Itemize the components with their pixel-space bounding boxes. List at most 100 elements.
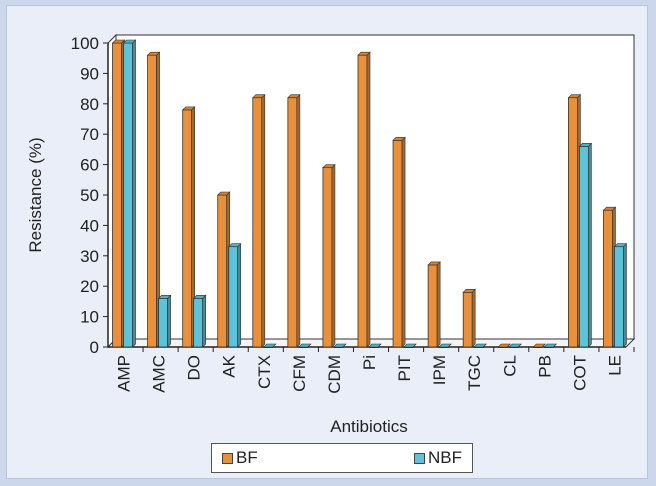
bar-bf-ipm — [427, 264, 438, 348]
bar-top-bf-le — [602, 206, 617, 211]
x-tick-label: Pi — [360, 355, 379, 370]
y-tick-label: 40 — [80, 216, 99, 235]
bar-top-nbf-pit — [403, 343, 417, 348]
bar-top-nbf-cdm — [333, 343, 347, 348]
legend-swatch-bf — [222, 452, 233, 464]
bar-top-bf-cot — [567, 94, 582, 99]
bar-top-nbf-amp — [122, 39, 137, 44]
bar-side-bf-cdm — [331, 163, 336, 348]
y-tick-label: 70 — [80, 125, 99, 144]
bar-side-nbf-do — [202, 294, 206, 348]
bar-top-nbf-pb — [543, 343, 558, 348]
bar-side-nbf-cot — [588, 142, 592, 348]
bar-bf-pit — [392, 139, 403, 348]
bar-bf-ctx — [252, 97, 263, 348]
legend-label-nbf: NBF — [428, 448, 462, 467]
legend-item-nbf: NBF — [414, 448, 462, 468]
legend: BF NBF — [211, 443, 473, 473]
y-tick-label: 50 — [80, 186, 99, 205]
bar-side-nbf-amc — [167, 294, 171, 348]
bar-side-nbf-ak — [237, 242, 242, 348]
bar-bf-cdm — [322, 167, 333, 348]
bar-top-nbf-ctx — [263, 343, 277, 348]
x-tick-label: AK — [220, 354, 239, 377]
bar-top-nbf-tgc — [473, 343, 487, 348]
y-tick-label: 30 — [80, 247, 99, 266]
y-tick-label: 100 — [71, 34, 99, 53]
bar-top-nbf-amc — [157, 295, 172, 299]
bar-bf-amp — [112, 42, 122, 348]
bar-top-nbf-cl — [508, 343, 522, 348]
y-tick-label: 10 — [80, 308, 99, 327]
bar-nbf-do — [193, 297, 204, 348]
chart-frame: 0 10 20 30 40 50 60 70 80 90 100 AMP AMC DO AK CTX CFM CD… — [6, 5, 648, 479]
bar-top-bf-tgc — [462, 288, 476, 293]
bar-top-bf-ctx — [252, 94, 266, 99]
bar-side-bf-tgc — [471, 288, 476, 348]
bar-top-nbf-cfm — [298, 343, 312, 348]
bar-bf-amc — [147, 54, 158, 348]
bar-side-bf-pi — [366, 51, 371, 348]
legend-label-bf: BF — [236, 448, 258, 467]
bar-side-bf-ctx — [261, 93, 266, 348]
x-tick-label: DO — [185, 355, 204, 381]
x-tick-label: AMC — [150, 355, 169, 393]
bar-top-bf-ipm — [427, 261, 441, 266]
y-tick-label: 80 — [80, 95, 99, 114]
bar-side-bf-pit — [401, 136, 406, 348]
bar-top-bf-pit — [392, 136, 406, 141]
bar-top-nbf-pi — [368, 343, 382, 348]
x-tick-label: TGC — [465, 355, 484, 391]
y-axis-title: Resistance (%) — [26, 137, 45, 252]
bar-top-bf-ak — [217, 191, 231, 196]
bar-top-bf-cfm — [287, 94, 301, 99]
bar-top-nbf-cot — [578, 143, 593, 147]
x-tick-label: AMP — [115, 355, 134, 392]
bar-nbf-ak — [228, 246, 239, 348]
y-tick-label: 60 — [80, 156, 99, 175]
bar-top-bf-do — [181, 106, 196, 111]
bar-top-bf-cdm — [322, 164, 336, 168]
bar-top-nbf-do — [192, 295, 207, 299]
x-tick-label: CTX — [255, 355, 274, 389]
legend-swatch-nbf — [414, 452, 425, 464]
back-wall — [115, 34, 635, 340]
bar-top-nbf-ak — [228, 243, 242, 247]
bar-nbf-amc — [158, 297, 169, 348]
bar-side-bf-ipm — [436, 261, 441, 348]
bar-bf-tgc — [462, 291, 473, 348]
bar-side-bf-cfm — [296, 93, 301, 348]
x-tick-label: IPM — [430, 355, 449, 385]
bar-top-bf-pi — [357, 51, 371, 56]
x-tick-label: PIT — [395, 355, 414, 381]
bar-top-nbf-ipm — [438, 343, 452, 348]
x-tick-label: COT — [570, 355, 589, 391]
bar-nbf-amp — [123, 42, 133, 348]
legend-item-bf: BF — [222, 448, 258, 468]
y-tick-label: 0 — [90, 338, 99, 357]
bar-top-bf-amc — [146, 51, 161, 56]
bar-top-bf-cl — [497, 343, 511, 348]
bar-side-nbf-amp — [132, 39, 136, 348]
y-tick-label: 90 — [80, 64, 99, 83]
bar-bf-cfm — [287, 97, 298, 348]
x-axis-title: Antibiotics — [330, 417, 407, 436]
bar-bf-le — [603, 209, 613, 348]
bar-side-nbf-le — [623, 242, 627, 348]
bar-bf-do — [182, 109, 193, 348]
bar-nbf-cot — [579, 145, 589, 348]
bar-top-bf-pb — [532, 343, 547, 348]
bar-bf-pi — [357, 54, 368, 348]
bar-top-bf-amp — [111, 39, 126, 44]
bar-bf-cot — [568, 97, 578, 348]
x-tick-label: LE — [605, 355, 624, 376]
bar-chart: 0 10 20 30 40 50 60 70 80 90 100 AMP AMC DO AK CTX CFM CD… — [26, 33, 636, 436]
bar-nbf-le — [614, 246, 624, 348]
x-tick-label: CDM — [325, 355, 344, 394]
x-tick-label: CL — [500, 355, 519, 377]
y-tick-label: 20 — [80, 277, 99, 296]
bar-top-nbf-le — [613, 243, 628, 247]
x-tick-label: CFM — [290, 355, 309, 392]
bar-bf-ak — [217, 194, 228, 348]
x-tick-label: PB — [535, 355, 554, 378]
